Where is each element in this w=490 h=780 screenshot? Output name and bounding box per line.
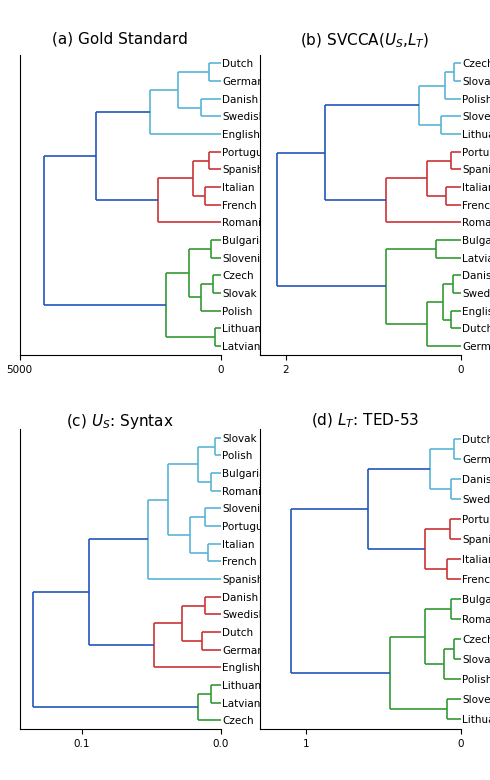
Text: (d) $L_T$: TED-53: (d) $L_T$: TED-53 <box>311 412 419 431</box>
Text: (a) Gold Standard: (a) Gold Standard <box>52 31 188 46</box>
Text: (c) $U_S$: Syntax: (c) $U_S$: Syntax <box>66 412 174 431</box>
Text: (b) SVCCA($U_S$,$L_T$): (b) SVCCA($U_S$,$L_T$) <box>300 31 430 50</box>
